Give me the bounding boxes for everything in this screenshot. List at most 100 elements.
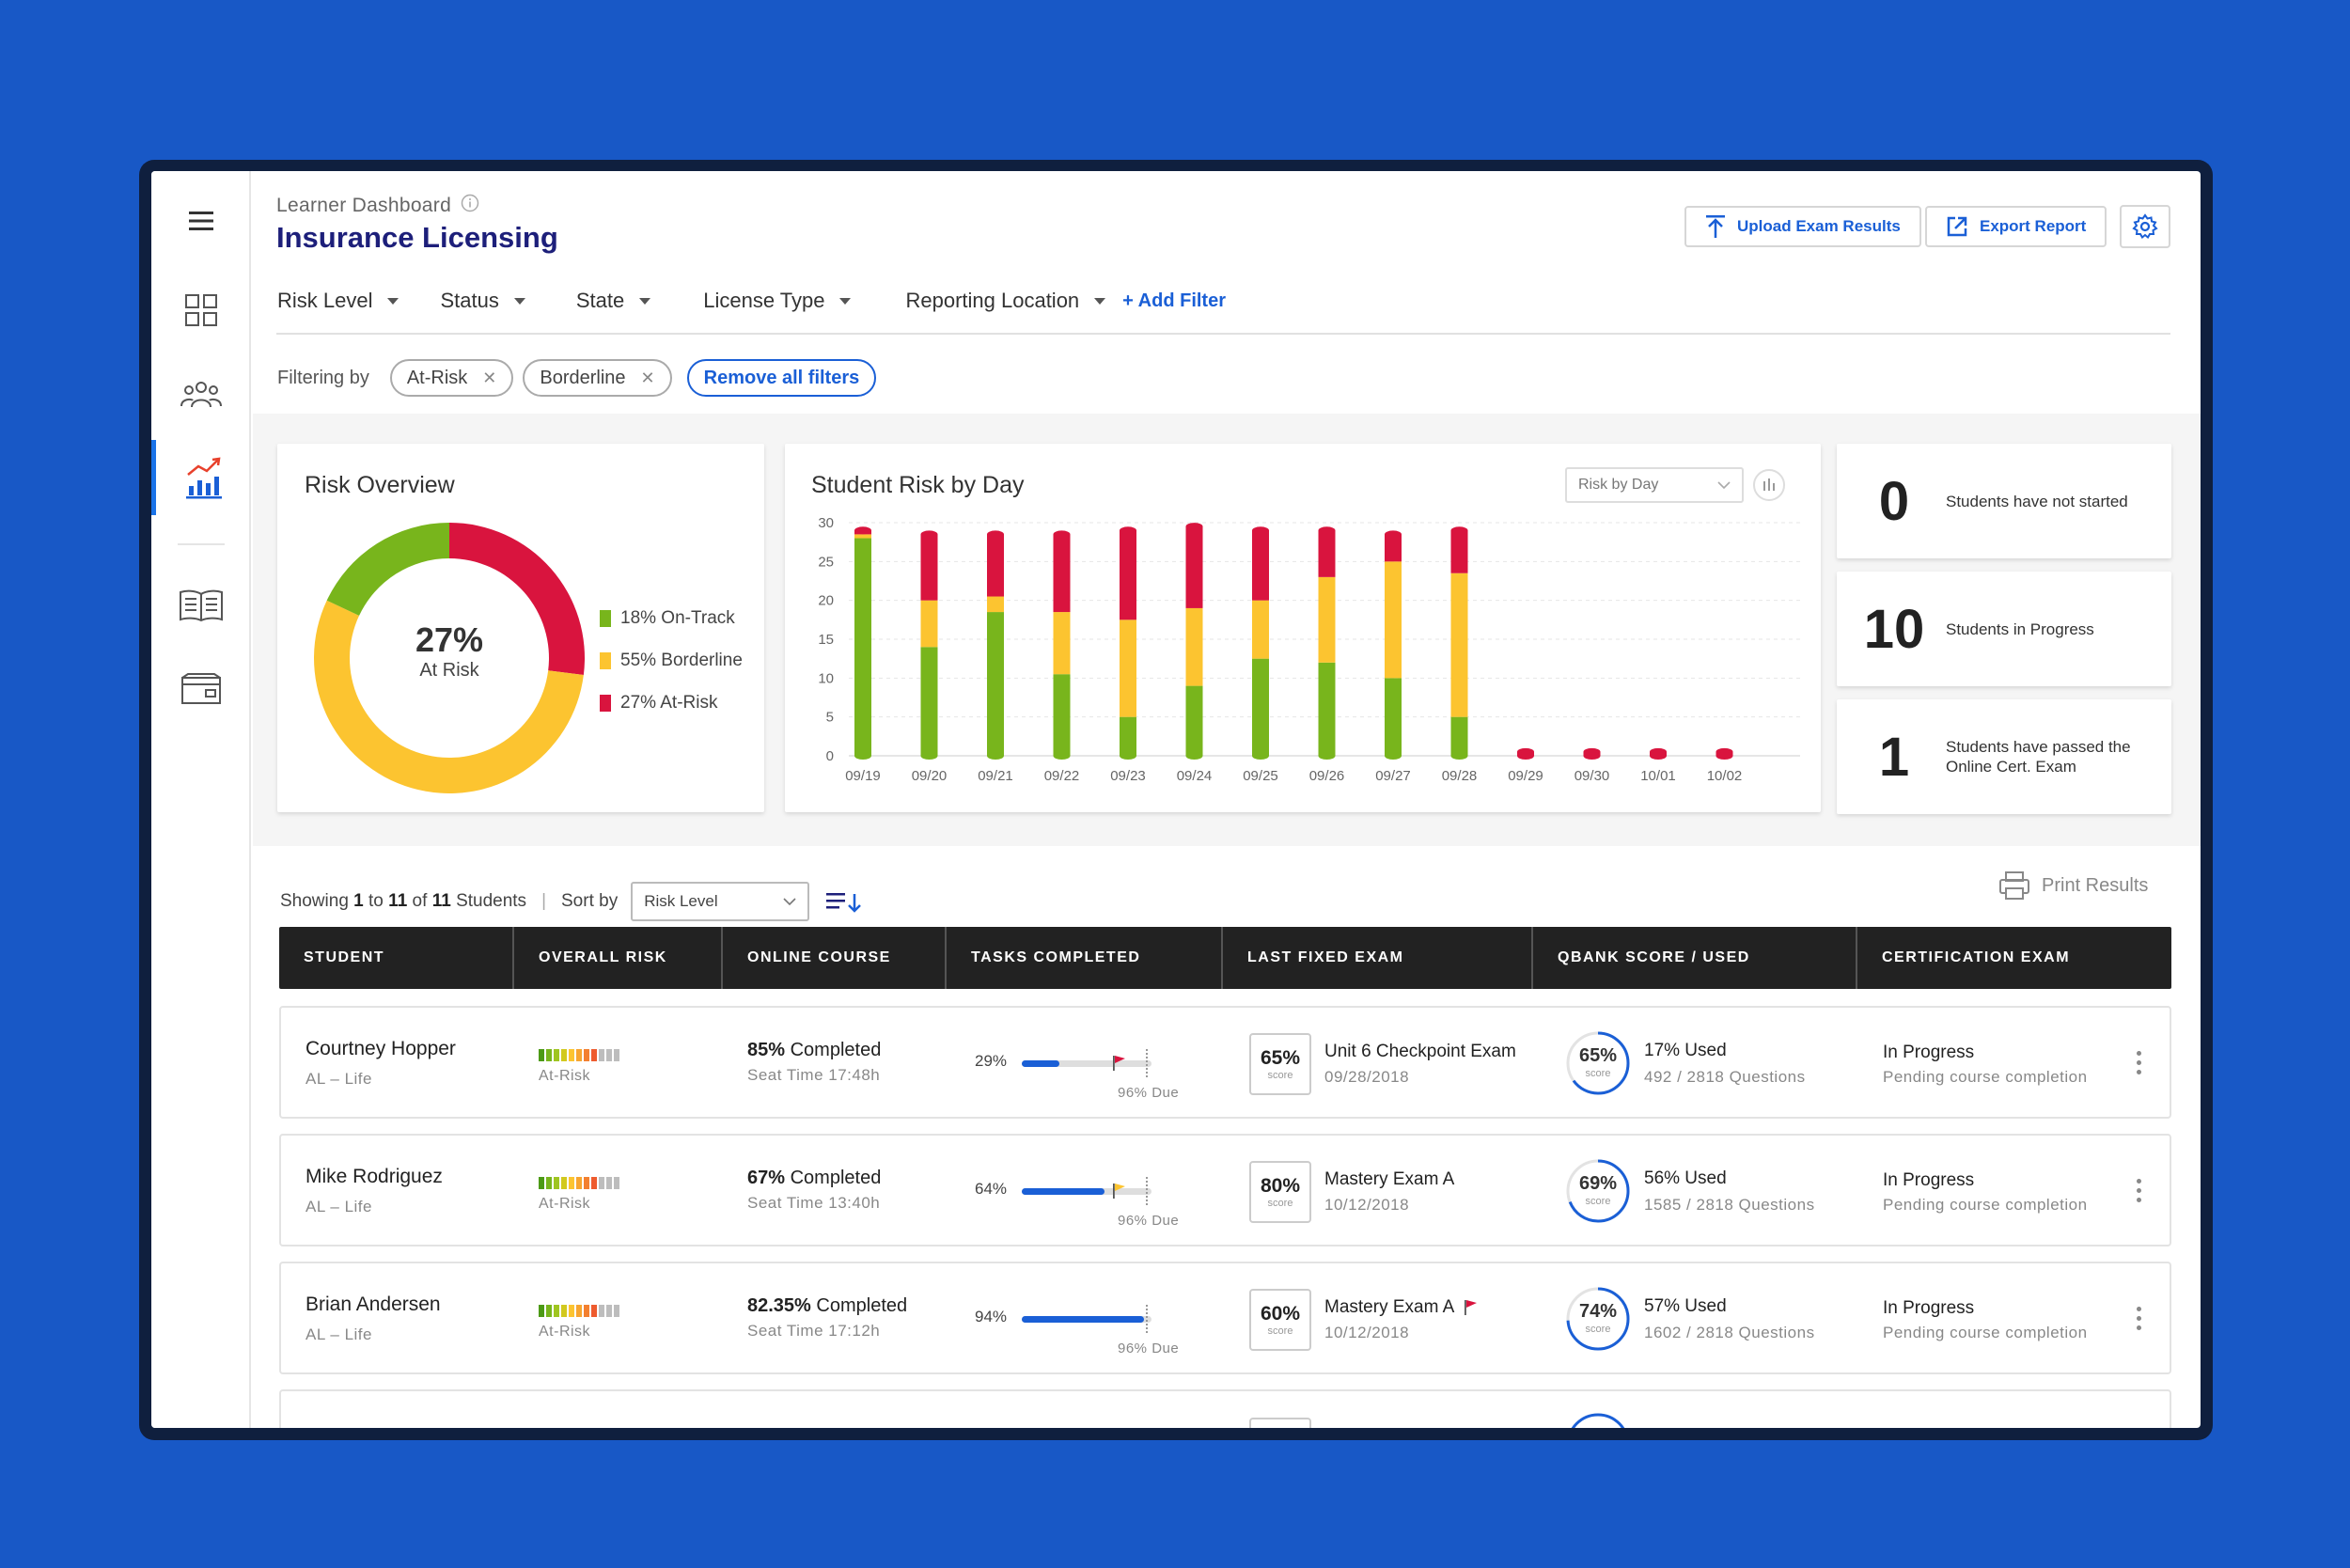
bar-cap (1120, 752, 1136, 760)
risk-segment (614, 1305, 619, 1317)
online-course-cell: 85% Completed Seat Time 17:48h (747, 1008, 954, 1121)
upload-exam-results-button[interactable]: Upload Exam Results (1684, 206, 1921, 247)
filter-state[interactable]: State (575, 289, 651, 313)
column-header-qbank-score[interactable]: QBANK SCORE / USED (1533, 927, 1857, 989)
x-tick-label: 09/25 (1243, 768, 1278, 784)
due-label: 96% Due (1118, 1085, 1180, 1101)
bar-segment-at-risk[interactable] (1053, 534, 1071, 613)
bar-segment-borderline[interactable] (1120, 619, 1136, 717)
wallet-icon[interactable] (151, 651, 251, 727)
stat-in-progress: 10 Students in Progress (1837, 572, 2171, 686)
export-label: Export Report (1980, 217, 2087, 235)
more-options-icon[interactable] (2137, 1307, 2142, 1330)
breadcrumb-label: Learner Dashboard (276, 195, 452, 216)
risk-label: At-Risk (539, 1324, 591, 1340)
column-header-tasks-completed[interactable]: TASKS COMPLETED (947, 927, 1223, 989)
y-tick-label: 15 (818, 632, 834, 648)
settings-button[interactable] (2120, 205, 2170, 248)
close-icon[interactable]: ✕ (640, 368, 655, 387)
filter-status[interactable]: Status (440, 289, 525, 313)
bar-segment-borderline[interactable] (920, 600, 938, 648)
column-header-online-course[interactable]: ONLINE COURSE (723, 927, 947, 989)
info-icon[interactable] (461, 194, 479, 218)
exam-name[interactable]: Unit 6 Checkpoint Exam (1324, 1042, 1516, 1061)
ring-fill (1566, 1159, 1630, 1223)
risk-meter (539, 1049, 619, 1061)
dashboard-grid-icon[interactable] (151, 273, 251, 348)
analytics-icon[interactable] (151, 440, 251, 515)
column-header-overall-risk[interactable]: OVERALL RISK (514, 927, 723, 989)
due-label: 96% Due (1118, 1341, 1180, 1356)
bar-segment-borderline[interactable] (1053, 612, 1071, 675)
bar-segment-borderline[interactable] (854, 534, 871, 539)
people-icon[interactable] (151, 357, 251, 432)
overall-risk-cell: At-Risk (539, 1263, 727, 1376)
bar-segment-at-risk[interactable] (1450, 530, 1468, 573)
bar-segment-on-track[interactable] (854, 538, 871, 756)
bar-segment-on-track[interactable] (1053, 674, 1071, 756)
tasks-percent: 64% (975, 1180, 1008, 1198)
remove-all-filters-button[interactable]: Remove all filters (686, 359, 877, 397)
bar-segment-borderline[interactable] (987, 596, 1004, 613)
bar-segment-at-risk[interactable] (1185, 526, 1203, 608)
print-results-button[interactable]: Print Results (1998, 870, 2148, 901)
student-name[interactable]: Courtney Hopper (306, 1038, 456, 1059)
caret-down-icon (387, 297, 400, 305)
student-name[interactable]: Mike Rodriguez (306, 1166, 443, 1187)
bar-segment-at-risk[interactable] (1318, 530, 1336, 577)
bar-segment-on-track[interactable] (1120, 716, 1136, 756)
bar-segment-at-risk[interactable] (1252, 530, 1269, 601)
risk-segment (576, 1305, 582, 1317)
bar-segment-borderline[interactable] (1385, 561, 1402, 679)
students-word: Students (456, 891, 527, 911)
bar-segment-borderline[interactable] (1318, 576, 1336, 663)
sort-direction-icon[interactable] (824, 888, 864, 915)
filter-chip-at-risk[interactable]: At-Risk ✕ (389, 359, 514, 397)
risk-segment (584, 1049, 589, 1061)
risk-segment (591, 1049, 597, 1061)
filter-license-type[interactable]: License Type (703, 289, 852, 313)
menu-icon[interactable] (151, 183, 251, 259)
separator: | (541, 891, 546, 911)
column-header-last-fixed-exam[interactable]: LAST FIXED EXAM (1223, 927, 1533, 989)
more-options-icon[interactable] (2137, 1179, 2142, 1202)
bar-segment-at-risk[interactable] (1120, 530, 1136, 620)
bar-segment-borderline[interactable] (1450, 572, 1468, 717)
table-row[interactable]: Courtney Hopper AL – Life At-Risk 85% Compl… (279, 1006, 2171, 1119)
table-row[interactable]: Brian Andersen AL – Life At-Risk 82.35% Com… (279, 1262, 2171, 1374)
sort-by-select[interactable]: Risk Level (631, 882, 810, 921)
column-header-student[interactable]: STUDENT (279, 927, 514, 989)
table-row[interactable]: Mike Rodriguez AL – Life At-Risk 67% Comple… (279, 1134, 2171, 1247)
bar-segment-at-risk[interactable] (1385, 534, 1402, 562)
bar-segment-at-risk[interactable] (987, 534, 1004, 597)
bar-segment-on-track[interactable] (1385, 678, 1402, 756)
risk-by-day-select[interactable]: Risk by Day (1565, 467, 1744, 503)
bar-segment-on-track[interactable] (920, 647, 938, 756)
bar-segment-on-track[interactable] (1450, 716, 1468, 756)
column-header-certification-exam[interactable]: CERTIFICATION EXAM (1882, 949, 2071, 965)
filter-label: State (575, 289, 625, 312)
book-icon[interactable] (151, 568, 251, 643)
table-header: STUDENT OVERALL RISK ONLINE COURSE TASKS… (279, 927, 2171, 989)
bar-segment-on-track[interactable] (1185, 685, 1203, 756)
bar-segment-borderline[interactable] (1185, 607, 1203, 686)
filter-chip-borderline[interactable]: Borderline ✕ (523, 359, 672, 397)
exam-name[interactable]: Mastery Exam A (1324, 1169, 1455, 1189)
filter-risk-level[interactable]: Risk Level (277, 289, 400, 313)
close-icon[interactable]: ✕ (482, 368, 497, 387)
bar-segment-on-track[interactable] (1252, 658, 1269, 756)
table-row[interactable] (279, 1389, 2171, 1428)
due-label: 96% Due (1118, 1213, 1180, 1229)
bar-segment-borderline[interactable] (1252, 600, 1269, 659)
export-report-button[interactable]: Export Report (1925, 206, 2107, 247)
add-filter-link[interactable]: + Add Filter (1122, 290, 1226, 311)
student-name[interactable]: Brian Andersen (306, 1294, 441, 1315)
bar-segment-at-risk[interactable] (920, 534, 938, 601)
bar-segment-on-track[interactable] (987, 612, 1004, 756)
filter-reporting-location[interactable]: Reporting Location (905, 289, 1106, 313)
more-options-icon[interactable] (2137, 1051, 2142, 1074)
bar-segment-on-track[interactable] (1318, 662, 1336, 756)
bar-chart-toggle-icon[interactable] (1753, 469, 1785, 501)
risk-segment (606, 1177, 612, 1189)
exam-name[interactable]: Mastery Exam A (1324, 1297, 1455, 1317)
